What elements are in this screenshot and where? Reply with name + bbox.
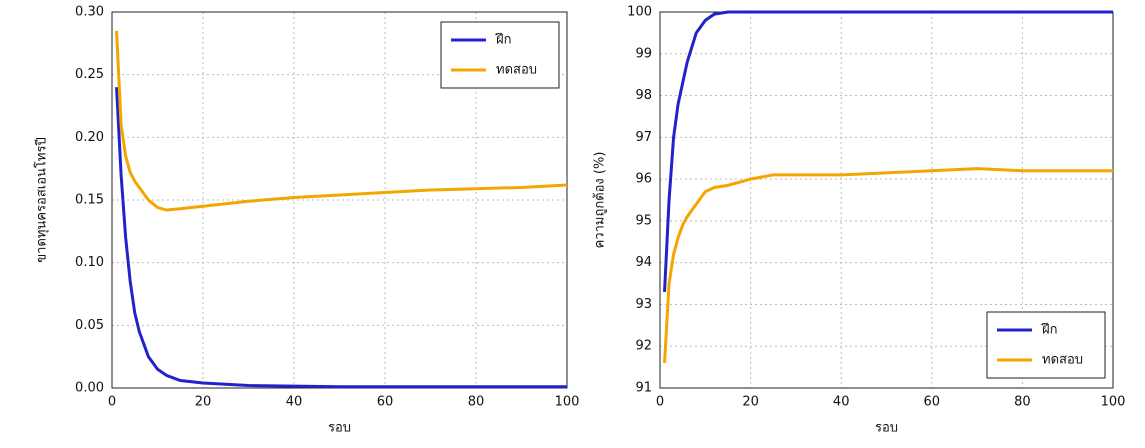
series-line bbox=[115, 87, 567, 389]
y-tick-label: 93 bbox=[635, 297, 652, 312]
y-tick-label: 0.20 bbox=[75, 130, 104, 145]
x-tick-label: 100 bbox=[555, 395, 580, 410]
x-tick-label: 0 bbox=[656, 395, 664, 410]
x-tick-label: 40 bbox=[286, 395, 303, 410]
y-tick-label: 0.30 bbox=[75, 5, 104, 20]
y-tick-label: 96 bbox=[635, 172, 652, 187]
x-tick-label: 20 bbox=[742, 395, 759, 410]
y-tick-label: 0.00 bbox=[75, 381, 104, 396]
legend-box bbox=[986, 311, 1106, 379]
x-axis-label: รอบ bbox=[328, 421, 351, 436]
y-axis-label: ความถูกต้อง (%) bbox=[593, 152, 608, 249]
series-line bbox=[115, 30, 568, 212]
x-tick-label: 100 bbox=[1101, 395, 1126, 410]
y-tick-label: 92 bbox=[635, 339, 652, 354]
y-tick-label: 0.10 bbox=[75, 255, 104, 270]
x-axis-label: รอบ bbox=[875, 421, 898, 436]
y-tick-label: 0.05 bbox=[75, 318, 104, 333]
x-tick-label: 60 bbox=[377, 395, 394, 410]
y-tick-label: 0.15 bbox=[75, 193, 104, 208]
y-tick-label: 91 bbox=[635, 381, 652, 396]
x-tick-label: 80 bbox=[1014, 395, 1031, 410]
y-tick-label: 100 bbox=[627, 5, 652, 20]
x-tick-label: 0 bbox=[108, 395, 116, 410]
x-tick-label: 40 bbox=[833, 395, 850, 410]
y-tick-label: 97 bbox=[635, 130, 652, 145]
y-tick-label: 98 bbox=[635, 88, 652, 103]
x-tick-label: 80 bbox=[468, 395, 485, 410]
x-tick-label: 60 bbox=[924, 395, 941, 410]
legend-label: ทดสอบ bbox=[496, 63, 537, 78]
legend-label: ฝึก bbox=[494, 33, 511, 48]
series-line bbox=[663, 167, 1113, 364]
y-axis-label: ขาดทุนครอสเอนโทรปี bbox=[34, 137, 50, 262]
legend-label: ทดสอบ bbox=[1042, 353, 1083, 368]
y-tick-label: 95 bbox=[635, 213, 652, 228]
y-tick-label: 0.25 bbox=[75, 67, 104, 82]
legend-box bbox=[440, 21, 560, 89]
y-tick-label: 99 bbox=[635, 46, 652, 61]
x-tick-label: 20 bbox=[195, 395, 212, 410]
series-line bbox=[663, 10, 1113, 292]
y-tick-label: 94 bbox=[635, 255, 652, 270]
legend-label: ฝึก bbox=[1040, 323, 1057, 338]
